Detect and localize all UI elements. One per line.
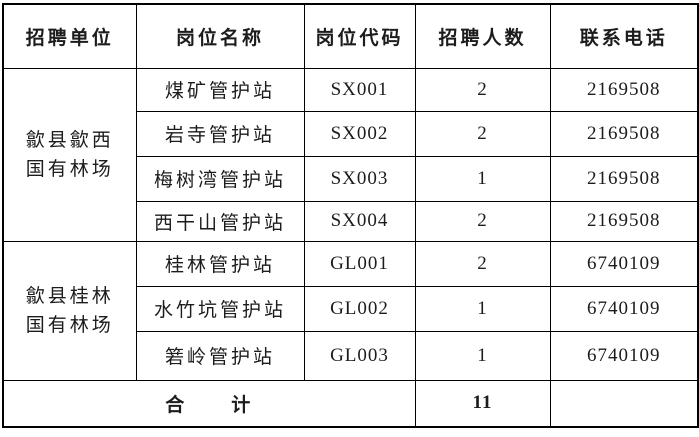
total-phone-cell bbox=[549, 379, 699, 428]
unit-cell-group2: 歙县桂林 国有林场 bbox=[2, 240, 137, 381]
count-cell: 2 bbox=[414, 240, 551, 287]
table-row: 歙县桂林 国有林场 桂林管护站 GL001 2 6740109 bbox=[2, 240, 699, 381]
count-cell: 2 bbox=[414, 67, 551, 112]
position-cell: 梅树湾管护站 bbox=[135, 155, 305, 202]
position-cell: 箬岭管护站 bbox=[135, 330, 305, 381]
total-row: 合 计 11 bbox=[2, 379, 699, 428]
code-cell: SX003 bbox=[303, 155, 416, 202]
unit-name-line2: 国有林场 bbox=[25, 158, 114, 180]
count-cell: 1 bbox=[414, 155, 551, 202]
position-cell: 煤矿管护站 bbox=[135, 67, 305, 112]
unit-cell-group1: 歙县歙西 国有林场 bbox=[2, 67, 137, 242]
table-row: 梅树湾管护站 SX003 1 2169508 bbox=[3, 155, 699, 202]
table-row: 岩寺管护站 SX002 2 2169508 bbox=[3, 110, 699, 157]
code-cell: SX004 bbox=[303, 200, 416, 242]
phone-cell: 6740109 bbox=[549, 330, 699, 381]
position-cell: 水竹坑管护站 bbox=[135, 285, 305, 332]
position-cell: 岩寺管护站 bbox=[135, 110, 305, 157]
phone-cell: 2169508 bbox=[549, 200, 699, 242]
recruitment-table: 招聘单位 岗位名称 岗位代码 招聘人数 联系电话 歙县歙西 国有林场 煤矿管护站… bbox=[2, 3, 699, 428]
table-row: 水竹坑管护站 GL002 1 6740109 bbox=[3, 285, 699, 332]
count-cell: 1 bbox=[414, 330, 551, 381]
header-cell-position: 岗位名称 bbox=[135, 3, 305, 69]
code-cell: GL003 bbox=[303, 330, 416, 381]
unit-name-line1: 歙县桂林 bbox=[25, 285, 114, 307]
code-cell: SX001 bbox=[303, 67, 416, 112]
table-row: 歙县歙西 国有林场 煤矿管护站 SX001 2 2169508 bbox=[2, 67, 699, 242]
phone-cell: 6740109 bbox=[549, 240, 699, 287]
unit-name-line1: 歙县歙西 bbox=[25, 129, 114, 151]
count-cell: 2 bbox=[414, 110, 551, 157]
phone-cell: 6740109 bbox=[549, 285, 699, 332]
code-cell: GL001 bbox=[303, 240, 416, 287]
count-cell: 2 bbox=[414, 200, 551, 242]
header-cell-phone: 联系电话 bbox=[549, 3, 699, 69]
code-cell: GL002 bbox=[303, 285, 416, 332]
phone-cell: 2169508 bbox=[549, 110, 699, 157]
position-cell: 西干山管护站 bbox=[135, 200, 305, 242]
header-cell-count: 招聘人数 bbox=[414, 3, 551, 69]
total-count-cell: 11 bbox=[414, 379, 551, 428]
count-cell: 1 bbox=[414, 285, 551, 332]
unit-name-line2: 国有林场 bbox=[25, 314, 114, 336]
table-row: 西干山管护站 SX004 2 2169508 bbox=[3, 200, 699, 242]
phone-cell: 2169508 bbox=[549, 155, 699, 202]
table-header-row: 招聘单位 岗位名称 岗位代码 招聘人数 联系电话 bbox=[2, 3, 699, 69]
table-row: 箬岭管护站 GL003 1 6740109 bbox=[3, 330, 699, 381]
code-cell: SX002 bbox=[303, 110, 416, 157]
header-cell-code: 岗位代码 bbox=[303, 3, 416, 69]
total-label-cell: 合 计 bbox=[2, 379, 416, 428]
position-cell: 桂林管护站 bbox=[135, 240, 305, 287]
header-cell-unit: 招聘单位 bbox=[2, 3, 137, 69]
phone-cell: 2169508 bbox=[549, 67, 699, 112]
